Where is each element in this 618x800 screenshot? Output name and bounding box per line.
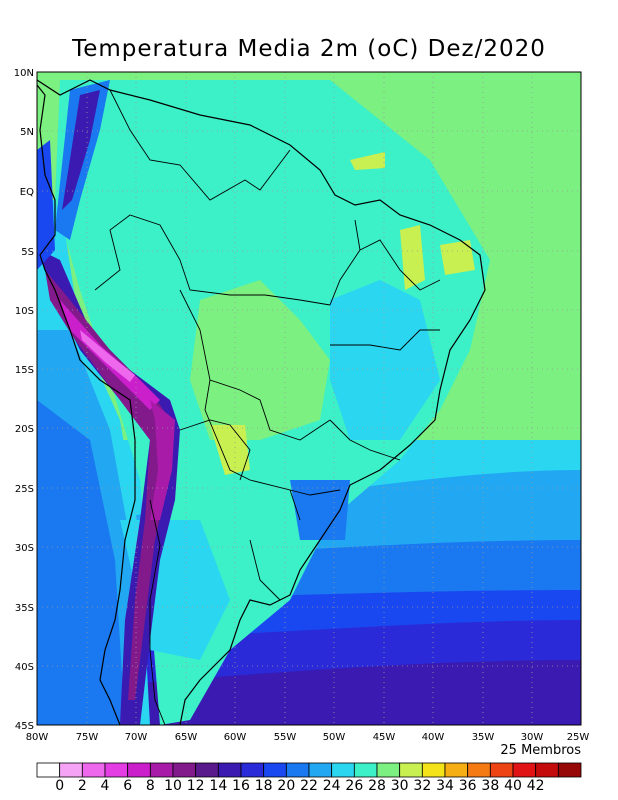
- graticule: [37, 72, 581, 725]
- lon-label: 70W: [125, 732, 148, 743]
- colorbar-label: 24: [322, 778, 341, 794]
- country-borders: [94, 89, 441, 725]
- lat-label: 5S: [21, 247, 34, 258]
- members-note: 25 Membros: [500, 743, 581, 758]
- lat-label: 20S: [15, 424, 34, 435]
- colorbar-label: 30: [390, 778, 409, 794]
- colorbar-label: 6: [123, 778, 133, 794]
- colorbar-swatch: [467, 762, 491, 778]
- lon-label: 30W: [521, 732, 544, 743]
- colorbar-swatch: [444, 762, 469, 778]
- colorbar-swatch: [331, 762, 355, 778]
- lon-label: 80W: [26, 732, 49, 743]
- colorbar: [36, 762, 582, 778]
- lat-label: 15S: [15, 365, 34, 376]
- colorbar-swatch: [535, 762, 559, 778]
- colorbar-label: 38: [481, 778, 500, 794]
- colorbar-swatch: [127, 762, 151, 778]
- longitude-axis-labels: 80W 75W 70W 65W 60W 55W 50W 45W 40W 35W …: [26, 732, 590, 743]
- lat-label: 30S: [15, 543, 34, 554]
- lat-label: EQ: [20, 187, 34, 198]
- colorbar-swatch: [104, 762, 129, 778]
- lat-label: 35S: [15, 603, 34, 614]
- map-title: Temperatura Media 2m (oC) Dez/2020: [72, 36, 546, 62]
- lon-label: 35W: [472, 732, 495, 743]
- lat-label: 40S: [15, 662, 34, 673]
- colorbar-swatch: [59, 762, 83, 778]
- colorbar-label: 12: [186, 778, 205, 794]
- coastline: [37, 79, 486, 725]
- colorbar-swatch: [489, 762, 514, 778]
- colorbar-swatch: [240, 762, 265, 778]
- colorbar-swatch: [399, 762, 423, 778]
- colorbar-label: 4: [100, 778, 110, 794]
- colorbar-label: 40: [504, 778, 522, 794]
- lon-label: 55W: [274, 732, 297, 743]
- lon-label: 45W: [373, 732, 396, 743]
- colorbar-swatch: [353, 762, 378, 778]
- colorbar-label: 28: [368, 778, 386, 794]
- lon-label: 25W: [567, 732, 590, 743]
- colorbar-swatch: [308, 762, 333, 778]
- colorbar-label: 0: [55, 778, 65, 794]
- lat-label: 25S: [15, 484, 34, 495]
- colorbar-label: 14: [209, 778, 228, 794]
- lat-label: 10S: [15, 306, 34, 317]
- colorbar-swatch: [195, 762, 219, 778]
- lon-label: 40W: [422, 732, 445, 743]
- colorbar-swatch: [172, 762, 197, 778]
- colorbar-swatch: [421, 762, 446, 778]
- colorbar-swatch: [81, 762, 106, 778]
- colorbar-swatch: [512, 762, 537, 778]
- colorbar-label: 18: [254, 778, 273, 794]
- colorbar-swatch: [285, 762, 310, 778]
- latitude-axis-labels: 10N 5N EQ 5S 10S 15S 20S 25S 30S 35S 40S…: [14, 68, 34, 732]
- colorbar-label: 20: [277, 778, 296, 794]
- lat-label: 5N: [20, 127, 34, 138]
- temperature-field: [37, 72, 581, 725]
- colorbar-swatch: [36, 762, 61, 778]
- colorbar-label: 22: [300, 778, 318, 794]
- colorbar-swatch: [263, 762, 287, 778]
- colorbar-label: 8: [145, 778, 155, 794]
- colorbar-label: 2: [77, 778, 87, 794]
- lon-label: 75W: [76, 732, 99, 743]
- lon-label: 60W: [224, 732, 247, 743]
- colorbar-swatch: [217, 762, 242, 778]
- lon-label: 65W: [175, 732, 198, 743]
- colorbar-label: 36: [458, 778, 477, 794]
- map-frame: [36, 71, 582, 726]
- colorbar-label: 34: [436, 778, 454, 794]
- colorbar-label: 32: [413, 778, 432, 794]
- colorbar-label: 42: [526, 778, 545, 794]
- colorbar-swatch: [557, 762, 582, 778]
- lat-label: 10N: [14, 68, 34, 79]
- lon-label: 50W: [323, 732, 346, 743]
- colorbar-label: 10: [164, 778, 182, 794]
- lat-label: 45S: [15, 721, 34, 732]
- colorbar-label: 16: [232, 778, 250, 794]
- colorbar-label: 26: [345, 778, 364, 794]
- colorbar-swatch: [149, 762, 174, 778]
- colorbar-swatch: [376, 762, 401, 778]
